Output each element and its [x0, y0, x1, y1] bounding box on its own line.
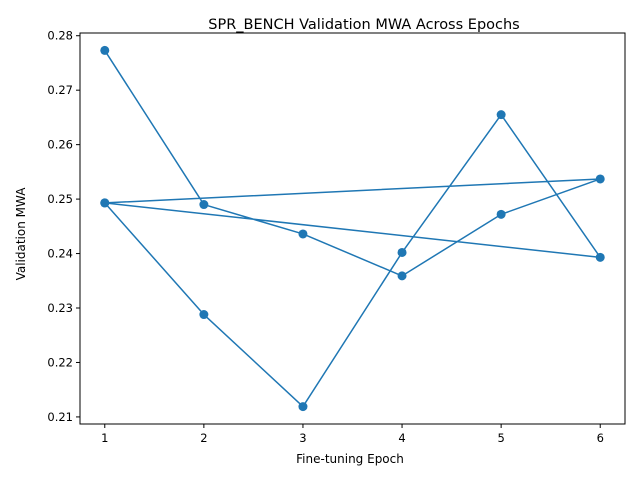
y-tick-label: 0.27	[47, 83, 73, 97]
data-point	[298, 402, 308, 412]
x-tick-label: 4	[398, 431, 405, 445]
x-tick-label: 6	[597, 431, 604, 445]
data-point	[595, 174, 605, 184]
y-axis-label: Validation MWA	[14, 187, 28, 281]
y-tick-label: 0.28	[47, 29, 73, 43]
chart-title: SPR_BENCH Validation MWA Across Epochs	[208, 17, 519, 33]
y-tick-label: 0.22	[47, 355, 73, 369]
series-markers	[100, 45, 605, 412]
y-tick-label: 0.26	[47, 138, 73, 152]
y-tick-label: 0.23	[47, 301, 73, 315]
x-tick-label: 5	[497, 431, 504, 445]
data-point	[100, 198, 110, 208]
data-point	[100, 45, 110, 55]
data-point	[397, 271, 407, 281]
data-point	[496, 110, 506, 120]
x-axis-label: Fine-tuning Epoch	[296, 452, 404, 466]
y-tick-label: 0.24	[47, 247, 73, 261]
axes: 1 2 3 4 5 6 0.21 0.22 0.23 0.24 0.25 0.26 0.27 0.28	[47, 29, 626, 445]
y-tick-label: 0.21	[47, 410, 73, 424]
data-point	[595, 252, 605, 262]
x-tick-label: 2	[200, 431, 207, 445]
axes-frame	[79, 32, 626, 425]
y-tick-label: 0.25	[47, 192, 73, 206]
data-point	[496, 209, 506, 219]
data-point	[199, 310, 209, 320]
x-tick-label: 3	[299, 431, 306, 445]
data-point	[298, 229, 308, 239]
data-point	[199, 200, 209, 210]
x-tick-label: 1	[101, 431, 108, 445]
data-point	[397, 247, 407, 257]
